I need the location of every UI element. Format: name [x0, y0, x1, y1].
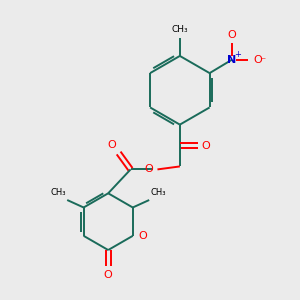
- Text: O: O: [138, 231, 147, 241]
- Text: CH₃: CH₃: [172, 25, 188, 34]
- Text: O: O: [202, 140, 210, 151]
- Text: O: O: [107, 140, 116, 150]
- Text: +: +: [234, 50, 241, 59]
- Text: O: O: [228, 30, 236, 40]
- Text: O: O: [144, 164, 153, 174]
- Text: O: O: [253, 55, 262, 65]
- Text: O: O: [104, 270, 112, 280]
- Text: CH₃: CH₃: [151, 188, 166, 197]
- Text: N: N: [227, 55, 237, 65]
- Text: ⁻: ⁻: [260, 56, 266, 66]
- Text: CH₃: CH₃: [50, 188, 66, 197]
